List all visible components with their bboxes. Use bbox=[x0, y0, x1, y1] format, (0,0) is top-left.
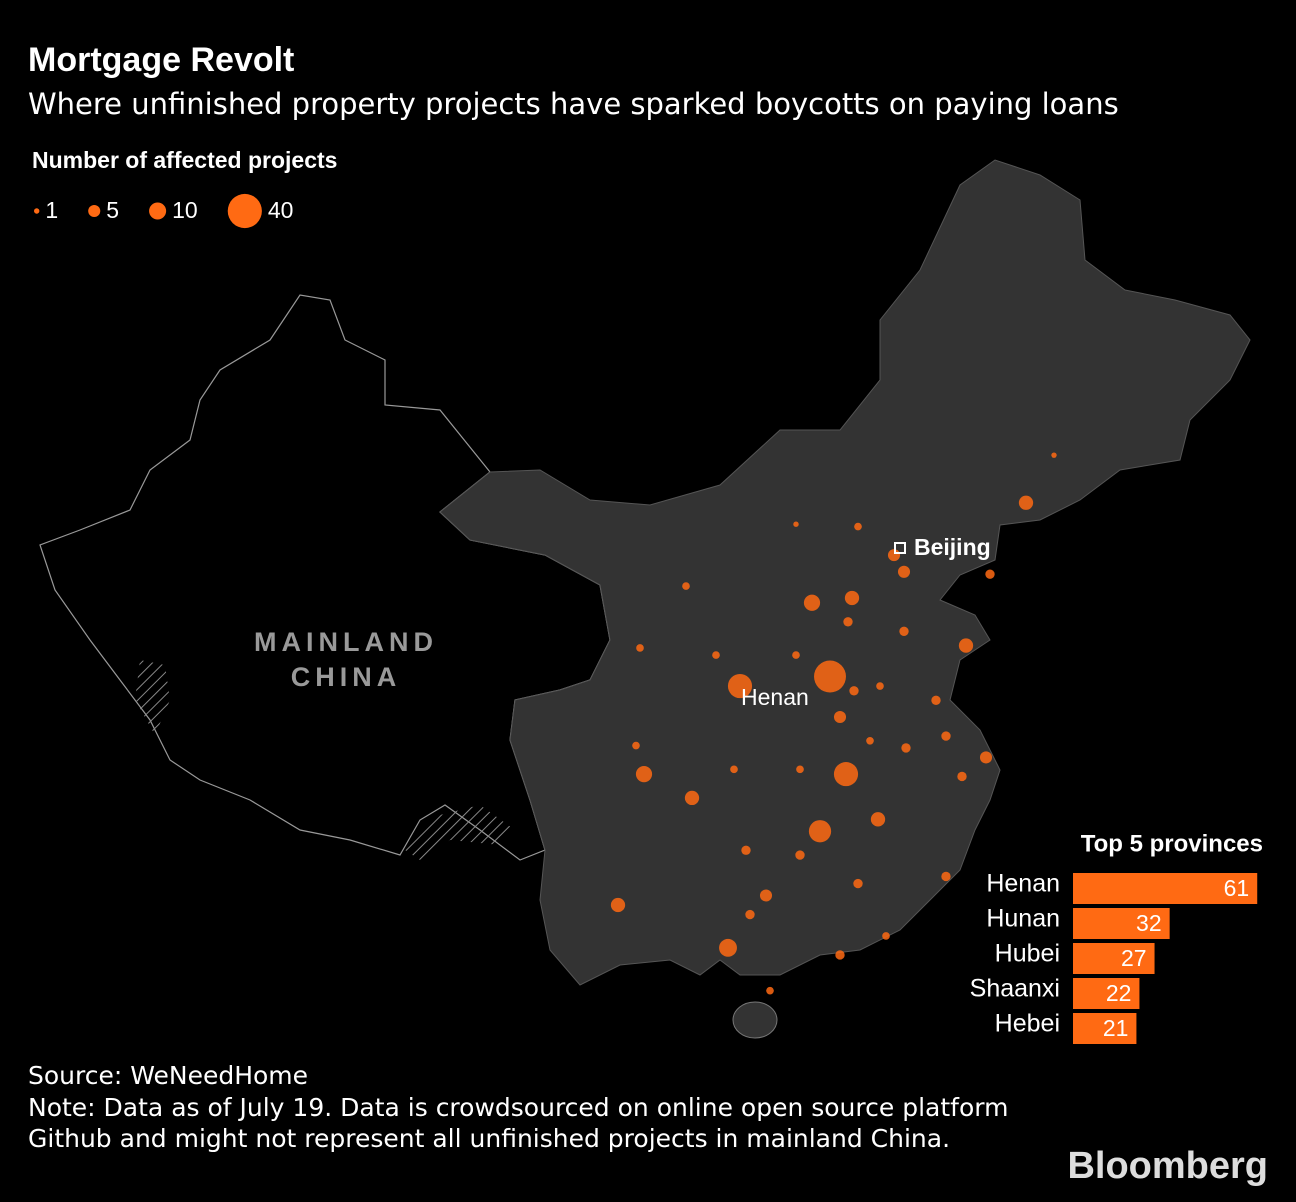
bubble bbox=[636, 644, 644, 652]
bubble bbox=[835, 950, 845, 960]
bubble bbox=[833, 710, 847, 724]
bubble bbox=[719, 938, 737, 957]
bubble bbox=[793, 521, 799, 527]
bar-category: Hunan bbox=[986, 905, 1060, 933]
bar-category: Hebei bbox=[995, 1010, 1060, 1038]
bubble bbox=[876, 682, 884, 690]
bubble bbox=[759, 889, 773, 902]
map-base bbox=[39, 159, 1251, 1039]
bubble bbox=[1018, 495, 1034, 510]
legend-label: 10 bbox=[172, 197, 198, 223]
legend-marker bbox=[34, 208, 40, 214]
bar-category: Hubei bbox=[995, 940, 1060, 968]
bubble bbox=[796, 765, 804, 774]
bubble bbox=[853, 878, 863, 889]
legend-marker bbox=[149, 202, 167, 220]
bar-value: 61 bbox=[1224, 875, 1250, 901]
region-label: MAINLAND bbox=[254, 627, 438, 657]
bar-category: Henan bbox=[986, 870, 1060, 898]
bubble bbox=[985, 569, 995, 579]
disputed-area bbox=[405, 805, 515, 860]
bubble bbox=[635, 766, 653, 783]
bubble bbox=[854, 522, 862, 531]
bubble bbox=[803, 594, 821, 611]
bubble bbox=[741, 845, 751, 855]
bubble bbox=[958, 638, 974, 653]
bubble bbox=[684, 790, 700, 806]
legend-marker bbox=[88, 204, 101, 218]
bubble bbox=[957, 771, 967, 782]
title: Mortgage Revolt bbox=[28, 41, 294, 79]
bubble bbox=[899, 626, 909, 636]
bubble bbox=[632, 741, 640, 750]
city-label: Beijing bbox=[914, 534, 991, 560]
bubble bbox=[844, 590, 860, 606]
disputed-area bbox=[135, 660, 170, 735]
bubble bbox=[870, 812, 886, 827]
bubble bbox=[931, 695, 941, 705]
legend-title: Number of affected projects bbox=[32, 147, 337, 173]
city-marker bbox=[894, 542, 906, 554]
bubble bbox=[849, 686, 859, 696]
region-label: CHINA bbox=[291, 662, 402, 692]
bar-value: 27 bbox=[1121, 945, 1147, 971]
bar bbox=[1073, 1013, 1137, 1044]
legend-label: 1 bbox=[45, 197, 58, 223]
bar bbox=[1073, 978, 1140, 1009]
bubble bbox=[814, 660, 846, 693]
bubble bbox=[901, 743, 911, 753]
bar-value: 32 bbox=[1136, 910, 1162, 936]
bubble bbox=[941, 871, 951, 882]
bar bbox=[1073, 908, 1170, 939]
bar-value: 22 bbox=[1106, 980, 1132, 1006]
bubble bbox=[712, 651, 720, 659]
bubble bbox=[979, 751, 993, 764]
province-label: Henan bbox=[741, 684, 809, 710]
bubble bbox=[727, 673, 753, 699]
bubble bbox=[682, 582, 690, 590]
hainan bbox=[732, 1001, 778, 1039]
bubble bbox=[745, 909, 755, 920]
legend-label: 5 bbox=[106, 197, 119, 223]
bubble bbox=[843, 617, 853, 627]
bubble bbox=[833, 762, 859, 787]
bubbles bbox=[610, 452, 1057, 995]
bubble bbox=[941, 731, 951, 741]
bubble bbox=[730, 765, 738, 774]
bar-category: Shaanxi bbox=[970, 975, 1060, 1003]
bar-chart: Henan 61 Hunan 32 Hubei 27 Shaanxi 22 Hebei 21 bbox=[970, 870, 1258, 1044]
logo: Bloomberg bbox=[1067, 1145, 1268, 1187]
bubble bbox=[792, 651, 800, 659]
bubble bbox=[1051, 452, 1057, 458]
bar bbox=[1073, 873, 1258, 904]
bubble bbox=[766, 986, 774, 995]
bar-value: 21 bbox=[1103, 1015, 1129, 1041]
legend-label: 40 bbox=[268, 197, 294, 223]
source: Source: WeNeedHome bbox=[28, 1061, 309, 1090]
bubble bbox=[610, 897, 626, 913]
bubble bbox=[808, 820, 832, 843]
note: Note: Data as of July 19. Data is crowds… bbox=[28, 1093, 1009, 1153]
legend-marker bbox=[227, 193, 262, 229]
bubble bbox=[882, 932, 890, 940]
bubble bbox=[795, 850, 805, 860]
bubble bbox=[897, 565, 911, 578]
bar-title: Top 5 provinces bbox=[1081, 830, 1263, 857]
subtitle: Where unfinished property projects have … bbox=[28, 87, 1119, 121]
bar bbox=[1073, 943, 1155, 974]
bubble bbox=[866, 736, 874, 745]
